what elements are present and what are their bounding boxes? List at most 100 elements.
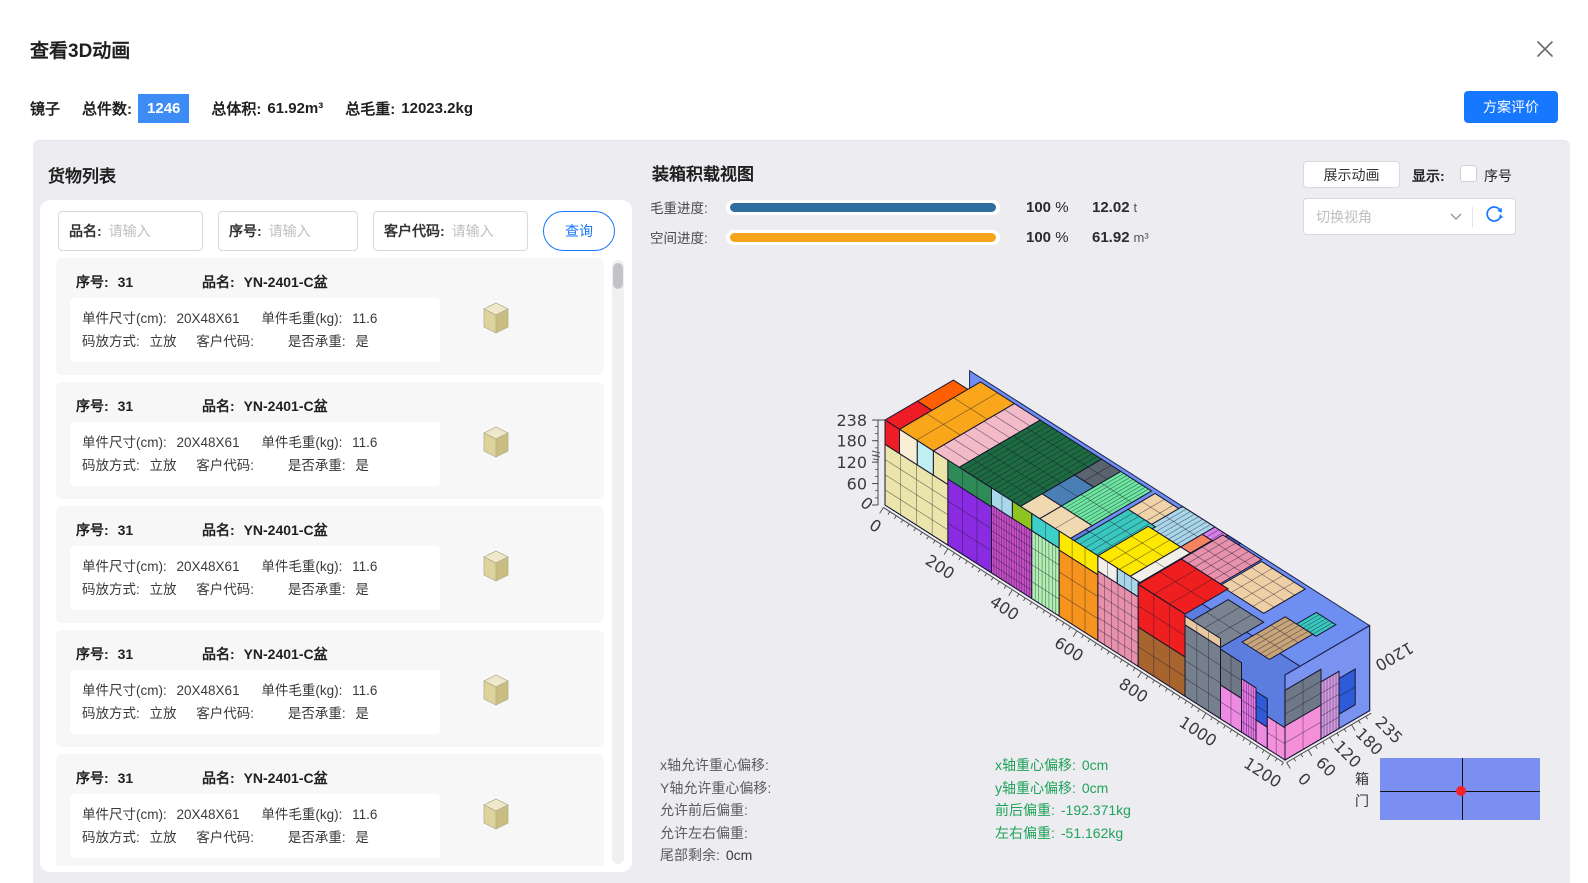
close-icon[interactable] [1534, 38, 1556, 60]
item-name-label: 品名: [202, 522, 235, 538]
item-stack-value: 立放 [149, 830, 177, 845]
item-weight-label: 单件毛重(kg): [261, 311, 343, 326]
customer-filter-input[interactable]: 客户代码: 请输入 [373, 211, 528, 251]
show-animation-button[interactable]: 展示动画 [1303, 161, 1400, 188]
svg-text:0: 0 [1294, 769, 1315, 790]
cargo-item-header: 序号: 31 品名: YN-2401-C盆 [76, 272, 328, 292]
cargo-item-details: 单件尺寸(cm): 20X48X61 单件毛重(kg): 11.6 码放方式: … [70, 670, 440, 734]
cargo-item-details: 单件尺寸(cm): 20X48X61 单件毛重(kg): 11.6 码放方式: … [70, 422, 440, 486]
serial-display-checkbox[interactable] [1460, 165, 1477, 182]
refresh-view-icon[interactable] [1483, 203, 1505, 230]
item-bearing-label: 是否承重: [287, 582, 346, 597]
item-serial-value: 31 [117, 274, 134, 290]
item-bearing-value: 是 [355, 706, 369, 721]
cargo-list[interactable]: 序号: 31 品名: YN-2401-C盆 单件尺寸(cm): 20X48X61… [56, 258, 604, 866]
item-name-label: 品名: [202, 274, 235, 290]
space-progress-label: 空间进度: [650, 231, 708, 246]
item-stack-label: 码放方式: [82, 830, 140, 845]
item-stack-label: 码放方式: [82, 706, 140, 721]
item-size-label: 单件尺寸(cm): [82, 559, 167, 574]
box-cube-icon [483, 302, 509, 339]
stats-bar: 镜子 总件数: 1246 总体积: 61.92m³ 总毛重: 12023.2kg [30, 92, 473, 124]
total-weight-label: 总毛重: [345, 100, 396, 118]
item-bearing-label: 是否承重: [287, 458, 346, 473]
box-cube-icon [483, 798, 509, 835]
item-stack-label: 码放方式: [82, 334, 140, 349]
item-serial-label: 序号: [76, 770, 109, 786]
cargo-list-item[interactable]: 序号: 31 品名: YN-2401-C盆 单件尺寸(cm): 20X48X61… [56, 258, 604, 375]
cargo-item-details: 单件尺寸(cm): 20X48X61 单件毛重(kg): 11.6 码放方式: … [70, 546, 440, 610]
serial-filter-placeholder: 请输入 [268, 223, 311, 239]
item-serial-label: 序号: [76, 522, 109, 538]
item-weight-label: 单件毛重(kg): [261, 683, 343, 698]
item-stack-value: 立放 [149, 706, 177, 721]
item-size-label: 单件尺寸(cm): [82, 311, 167, 326]
item-serial-value: 31 [117, 522, 134, 538]
total-volume-value: 61.92m³ [267, 99, 324, 117]
item-bearing-value: 是 [355, 458, 369, 473]
center-of-gravity-dot [1456, 786, 1466, 796]
item-weight-value: 11.6 [352, 559, 378, 574]
item-name-label: 品名: [202, 398, 235, 414]
item-stack-label: 码放方式: [82, 582, 140, 597]
svg-text:0: 0 [857, 493, 877, 514]
item-serial-label: 序号: [76, 398, 109, 414]
name-filter-label: 品名: [69, 223, 102, 239]
space-progress-value: 61.92 m³ [1092, 228, 1149, 246]
item-customer-label: 客户代码: [196, 706, 255, 721]
total-weight-value: 12023.2kg [401, 99, 473, 117]
actual-metric-row: y轴重心偏移: 0cm [995, 779, 1109, 796]
cargo-list-item[interactable]: 序号: 31 品名: YN-2401-C盆 单件尺寸(cm): 20X48X61… [56, 630, 604, 747]
cargo-list-scrollbar[interactable] [612, 260, 624, 864]
actual-metric-row: 前后偏重: -192.371kg [995, 802, 1131, 818]
plan-name: 镜子 [30, 100, 61, 118]
name-filter-placeholder: 请输入 [108, 223, 151, 239]
door-balance-diagram [1380, 758, 1540, 820]
search-button[interactable]: 查询 [543, 211, 615, 251]
item-stack-label: 码放方式: [82, 458, 140, 473]
scrollbar-thumb[interactable] [613, 263, 623, 289]
name-filter-input[interactable]: 品名: 请输入 [58, 211, 203, 251]
container-door-label: 箱门 [1355, 771, 1369, 809]
box-cube-icon [483, 550, 509, 587]
cargo-list-item[interactable]: 序号: 31 品名: YN-2401-C盆 单件尺寸(cm): 20X48X61… [56, 382, 604, 499]
allowed-metric-row: Y轴允许重心偏移: [660, 779, 772, 796]
cargo-item-header: 序号: 31 品名: YN-2401-C盆 [76, 520, 328, 540]
cargo-list-item[interactable]: 序号: 31 品名: YN-2401-C盆 单件尺寸(cm): 20X48X61… [56, 754, 604, 866]
item-weight-value: 11.6 [352, 311, 378, 326]
item-bearing-value: 是 [355, 830, 369, 845]
allowed-metric-row: 尾部剩余: 0cm [660, 847, 753, 863]
packing-view-title: 装箱积载视图 [652, 165, 754, 184]
item-name-label: 品名: [202, 770, 235, 786]
weight-progress-fill [730, 202, 996, 212]
cargo-item-header: 序号: 31 品名: YN-2401-C盆 [76, 768, 328, 788]
space-progress-fill [730, 232, 996, 242]
item-weight-value: 11.6 [352, 807, 378, 822]
total-count-label: 总件数: [82, 100, 133, 118]
item-stack-value: 立放 [149, 582, 177, 597]
item-bearing-value: 是 [355, 334, 369, 349]
item-serial-value: 31 [117, 646, 134, 662]
item-size-value: 20X48X61 [176, 683, 240, 698]
cargo-list-item[interactable]: 序号: 31 品名: YN-2401-C盆 单件尺寸(cm): 20X48X61… [56, 506, 604, 623]
weight-progress-track [726, 199, 1000, 215]
weight-progress-row: 毛重进度: 100 % 12.02 t [650, 199, 1137, 217]
actual-metric-row: x轴重心偏移: 0cm [995, 757, 1109, 773]
plan-evaluate-button[interactable]: 方案评价 [1464, 91, 1558, 123]
box-cube-icon [483, 674, 509, 711]
select-divider [1472, 206, 1473, 227]
serial-filter-label: 序号: [229, 223, 262, 239]
switch-view-select[interactable]: 切换视角 [1303, 198, 1516, 235]
item-size-value: 20X48X61 [176, 559, 240, 574]
item-stack-value: 立放 [149, 334, 177, 349]
serial-filter-input[interactable]: 序号: 请输入 [218, 211, 358, 251]
allowed-metric-row: 允许前后偏重: [660, 802, 748, 818]
item-customer-label: 客户代码: [196, 830, 255, 845]
svg-text:180: 180 [836, 432, 867, 451]
item-customer-label: 客户代码: [196, 334, 255, 349]
svg-text:238: 238 [836, 411, 867, 430]
weight-progress-label: 毛重进度: [650, 201, 708, 216]
item-stack-value: 立放 [149, 458, 177, 473]
item-name-value: YN-2401-C盆 [243, 398, 328, 414]
